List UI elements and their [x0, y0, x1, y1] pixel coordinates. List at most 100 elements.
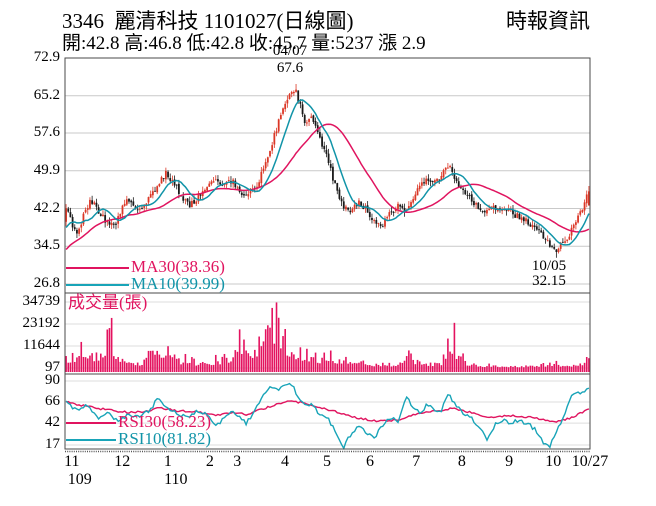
volume-bar: [338, 359, 341, 372]
candle-body: [271, 145, 274, 151]
volume-bar: [464, 360, 467, 372]
candle-body: [204, 189, 206, 192]
candle-body: [199, 194, 202, 196]
volume-bar: [353, 362, 356, 372]
candle-body: [490, 208, 493, 210]
ma30-legend-label: MA30(38.36): [131, 257, 225, 276]
volume-bar: [234, 350, 237, 372]
candle-body: [455, 178, 458, 182]
candle-body: [145, 203, 148, 206]
volume-bar: [121, 358, 124, 372]
volume-bar: [412, 359, 414, 372]
volume-bar: [299, 347, 302, 372]
candle-body: [353, 204, 356, 210]
candle-body: [286, 99, 289, 104]
price-axis-label: 49.9: [33, 161, 60, 178]
candle-body: [212, 181, 215, 183]
volume-bar: [312, 357, 315, 372]
candle-body: [102, 214, 104, 217]
volume-bar: [358, 362, 360, 372]
volume-bar: [288, 356, 291, 372]
candle-body: [338, 189, 341, 199]
candle-body: [440, 175, 443, 181]
volume-bar: [418, 361, 421, 372]
price-axis-label: 34.5: [33, 237, 60, 254]
x-axis-month-label: 10/27: [571, 453, 609, 470]
candle-body: [277, 119, 280, 132]
candle-body: [312, 115, 315, 122]
candle-body: [321, 136, 323, 147]
volume-bar: [444, 358, 447, 372]
volume-bar: [349, 362, 352, 372]
source-label: 時報資訊: [506, 9, 590, 33]
volume-axis-label: 34739: [22, 293, 61, 309]
volume-bar: [355, 363, 358, 372]
volume-bar: [442, 354, 445, 372]
volume-bar: [546, 365, 549, 372]
volume-bar: [295, 359, 297, 372]
volume-bar: [447, 338, 449, 372]
volume-bar: [277, 317, 280, 372]
volume-bar: [180, 364, 182, 372]
volume-bar: [494, 365, 497, 372]
candle-body: [360, 201, 363, 206]
candle-body: [76, 229, 78, 234]
volume-bar: [518, 367, 521, 372]
candle-body: [82, 213, 85, 225]
candle-body: [566, 239, 569, 241]
candle-body: [533, 225, 536, 228]
candle-body: [130, 200, 133, 203]
candle-body: [416, 188, 419, 196]
candle-body: [388, 212, 391, 217]
candle-body: [314, 121, 317, 126]
candle-body: [95, 202, 98, 207]
volume-bar: [505, 366, 508, 372]
candle-body: [468, 194, 471, 196]
volume-bar: [71, 352, 74, 372]
volume-bar: [236, 351, 239, 372]
volume-bar: [529, 365, 532, 372]
volume-bar: [523, 367, 525, 372]
candle-body: [540, 230, 543, 233]
volume-bar: [86, 358, 89, 372]
volume-bar: [119, 361, 122, 372]
x-axis-month-label: 8: [457, 453, 466, 470]
candle-body: [466, 194, 469, 196]
volume-bar: [342, 360, 345, 372]
volume-bar: [106, 329, 109, 372]
candle-body: [69, 212, 72, 218]
volume-bar: [212, 364, 215, 372]
candle-body: [91, 200, 94, 204]
candle-body: [371, 217, 373, 220]
candle-body: [305, 122, 308, 124]
volume-bar: [284, 329, 286, 372]
volume-bar: [262, 341, 265, 372]
volume-bar: [577, 365, 579, 372]
volume-bar: [95, 352, 98, 372]
candle-body: [481, 211, 484, 212]
candle-body: [197, 193, 200, 202]
candle-body: [462, 188, 464, 190]
volume-bar: [538, 366, 540, 372]
candle-body: [167, 171, 169, 178]
volume-bar: [238, 329, 241, 372]
volume-bar: [165, 355, 167, 372]
candle-body: [492, 205, 495, 209]
candle-body: [512, 209, 514, 215]
candle-body: [527, 219, 530, 225]
candle-body: [561, 241, 564, 243]
candle-body: [258, 182, 261, 188]
volume-bar: [527, 366, 529, 372]
volume-bar: [84, 357, 87, 372]
volume-bar: [533, 366, 536, 372]
candle-body: [295, 89, 297, 92]
volume-bar: [156, 350, 159, 372]
candle-body: [156, 186, 159, 193]
peak-date-annotation: 04/07: [272, 43, 308, 59]
volume-bar: [267, 325, 269, 372]
candle-body: [158, 183, 161, 187]
volume-bar: [429, 362, 432, 372]
volume-bar: [204, 363, 206, 372]
candle-body: [175, 184, 178, 186]
volume-bar: [321, 357, 323, 372]
